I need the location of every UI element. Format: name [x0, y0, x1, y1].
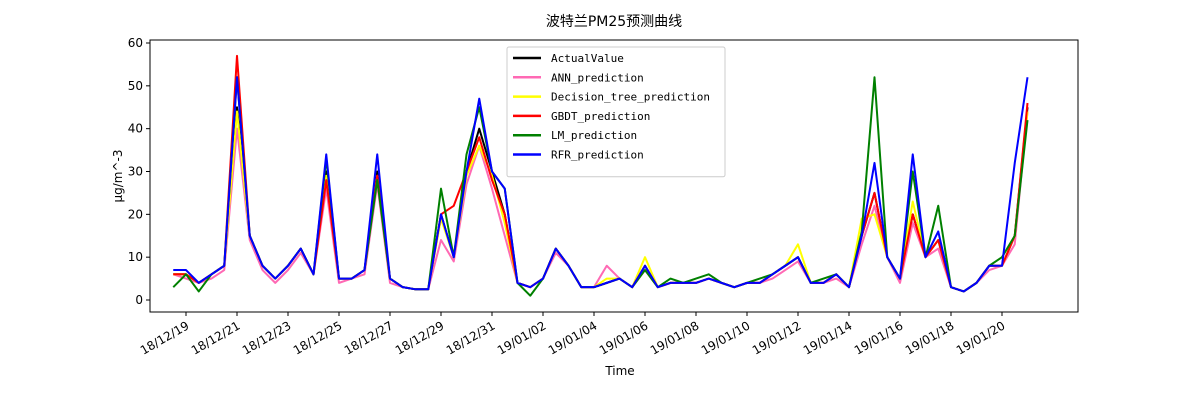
x-tick-label: 18/12/25 [291, 318, 345, 357]
y-tick-label: 30 [128, 165, 143, 179]
x-tick-label: 19/01/20 [954, 318, 1008, 357]
x-tick-label: 19/01/12 [750, 318, 804, 357]
x-tick-label: 19/01/08 [648, 318, 702, 357]
x-tick-label: 18/12/23 [240, 318, 294, 357]
x-tick-label: 19/01/02 [495, 318, 549, 357]
x-tick-label: 18/12/31 [444, 318, 498, 357]
legend-label: ActualValue [551, 52, 624, 65]
x-tick-label: 19/01/16 [852, 318, 906, 357]
x-tick-label: 18/12/27 [342, 318, 396, 357]
legend-box [506, 46, 726, 178]
x-tick-label: 19/01/06 [597, 318, 651, 357]
y-tick-label: 50 [128, 79, 143, 93]
x-tick-label: 19/01/10 [699, 318, 753, 357]
y-tick-label: 20 [128, 207, 143, 221]
y-tick-label: 0 [135, 293, 143, 307]
y-tick-label: 60 [128, 36, 143, 50]
x-tick-label: 19/01/14 [801, 318, 855, 357]
y-tick-label: 10 [128, 250, 143, 264]
plot-area [172, 54, 1029, 297]
legend-label: GBDT_prediction [551, 110, 650, 123]
axes-frame [149, 39, 1079, 313]
x-tick-label: 19/01/04 [546, 318, 600, 357]
x-axis-label: Time [604, 364, 634, 378]
legend-label: RFR_prediction [551, 149, 644, 162]
x-tick-label: 18/12/21 [189, 318, 243, 357]
legend-label: ANN_prediction [551, 71, 644, 84]
x-tick-label: 19/01/18 [903, 318, 957, 357]
legend-label: Decision_tree_prediction [551, 91, 710, 104]
series-line [173, 76, 1029, 293]
legend-label: LM_prediction [551, 129, 637, 142]
y-axis-label: μg/m^-3 [111, 149, 125, 202]
x-tick-label: 18/12/19 [138, 318, 192, 357]
y-tick-label: 40 [128, 122, 143, 136]
x-tick-label: 18/12/29 [393, 318, 447, 357]
chart-title: 波特兰PM25预测曲线 [546, 14, 682, 30]
